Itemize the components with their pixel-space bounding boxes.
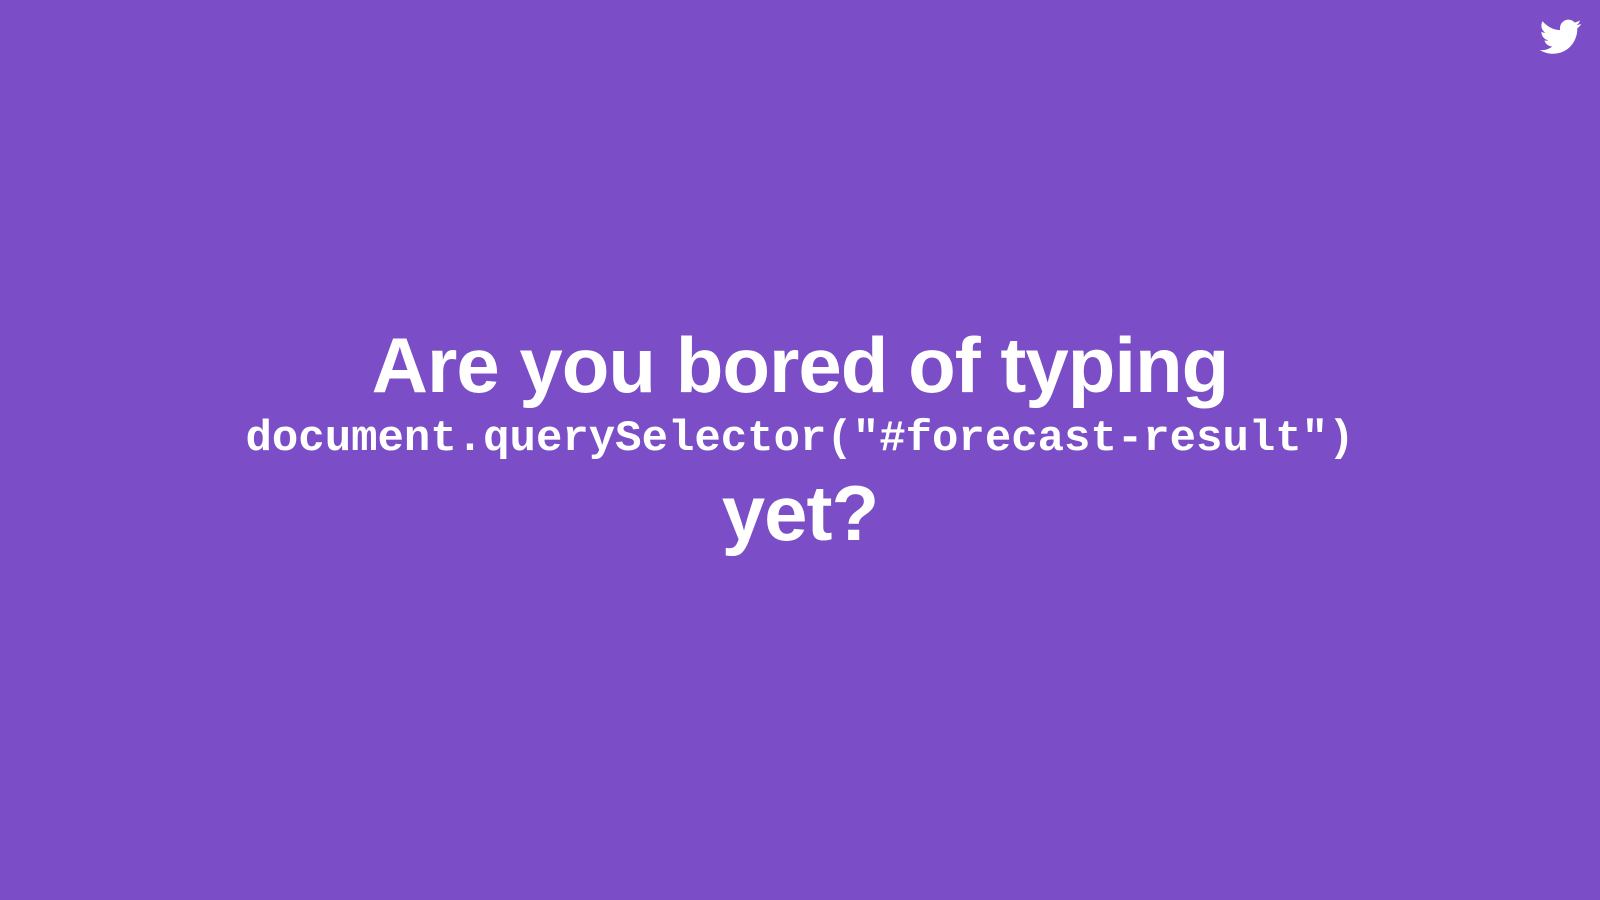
- code-snippet: document.querySelector("#forecast-result…: [245, 414, 1355, 464]
- twitter-bird-icon: [1539, 18, 1582, 56]
- slide-content: Are you bored of typing document.querySe…: [0, 322, 1600, 556]
- heading-line-3: yet?: [721, 469, 879, 557]
- heading-line-1: Are you bored of typing: [371, 321, 1230, 409]
